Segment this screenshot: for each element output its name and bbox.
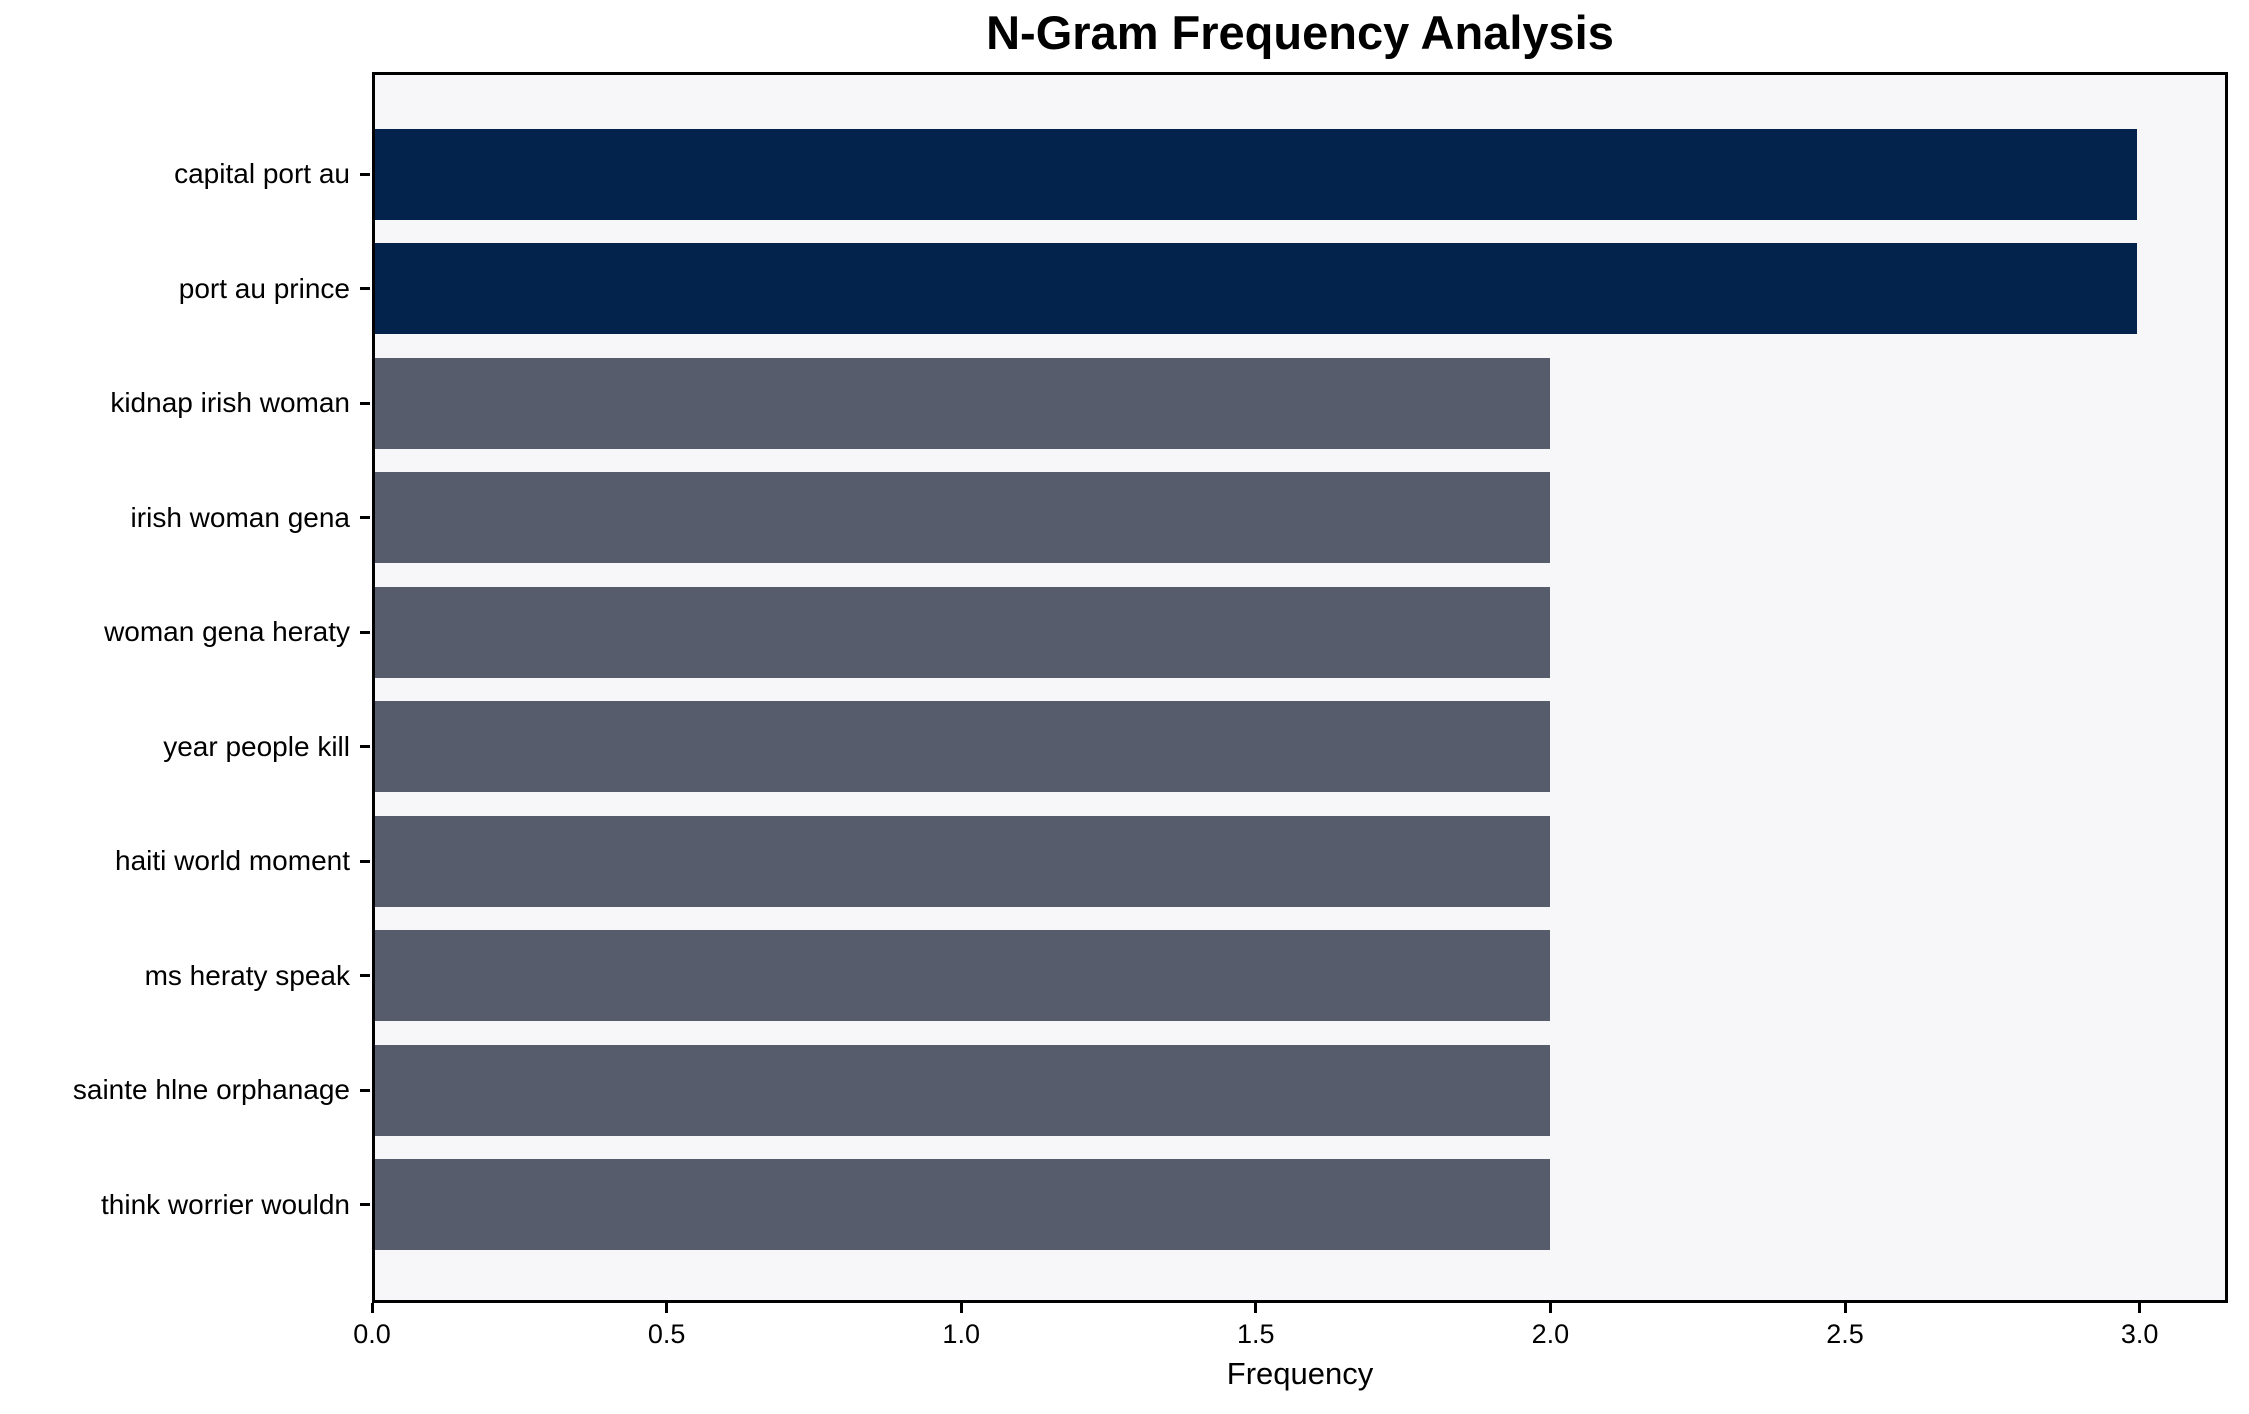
x-tick-label-1-0: 1.0 bbox=[942, 1319, 980, 1349]
bar-port-au-prince bbox=[375, 243, 2137, 335]
y-tick-label-think-worrier-wouldn: think worrier wouldn bbox=[101, 1188, 350, 1220]
y-tick-mark bbox=[360, 1203, 370, 1207]
plot-area bbox=[372, 72, 2228, 1303]
x-tick-mark bbox=[370, 1303, 374, 1313]
y-tick-mark bbox=[360, 859, 370, 863]
y-tick-label-port-au-prince: port au prince bbox=[178, 272, 350, 304]
x-tick-label-0-0: 0.0 bbox=[353, 1319, 391, 1349]
y-tick-label-kidnap-irish-woman: kidnap irish woman bbox=[110, 387, 350, 419]
x-tick-mark bbox=[1254, 1303, 1258, 1313]
bar-ms-heraty-speak bbox=[375, 930, 1550, 1022]
y-tick-mark bbox=[360, 1088, 370, 1092]
x-tick-mark bbox=[1548, 1303, 1552, 1313]
x-tick-label-0-5: 0.5 bbox=[647, 1319, 686, 1349]
y-tick-label-haiti-world-moment: haiti world moment bbox=[115, 845, 350, 877]
y-tick-mark bbox=[360, 974, 370, 978]
y-tick-mark bbox=[360, 630, 370, 634]
y-tick-label-capital-port-au: capital port au bbox=[174, 158, 350, 189]
y-tick-label-sainte-hlne-orphanage: sainte hlne orphanage bbox=[72, 1074, 350, 1106]
y-tick-mark bbox=[360, 287, 370, 291]
x-tick-label-1-5: 1.5 bbox=[1237, 1319, 1275, 1349]
bar-kidnap-irish-woman bbox=[375, 357, 1550, 449]
x-axis-label: Frequency bbox=[1226, 1356, 1374, 1391]
bar-capital-port-au bbox=[375, 128, 2137, 220]
x-tick-label-2-0: 2.0 bbox=[1531, 1319, 1570, 1349]
y-tick-mark bbox=[360, 745, 370, 749]
x-tick-mark bbox=[1843, 1303, 1847, 1313]
y-tick-label-year-people-kill: year people kill bbox=[163, 730, 350, 762]
y-tick-label-woman-gena-heraty: woman gena heraty bbox=[104, 616, 350, 648]
y-tick-mark bbox=[360, 401, 370, 405]
bar-think-worrier-wouldn bbox=[375, 1159, 1550, 1251]
bar-sainte-hlne-orphanage bbox=[375, 1044, 1550, 1136]
y-tick-mark bbox=[360, 516, 370, 520]
bar-woman-gena-heraty bbox=[375, 586, 1550, 678]
y-tick-label-ms-heraty-speak: ms heraty speak bbox=[144, 959, 350, 991]
bar-irish-woman-gena bbox=[375, 472, 1550, 564]
y-tick-mark bbox=[360, 172, 370, 176]
x-tick-mark bbox=[665, 1303, 669, 1313]
bar-year-people-kill bbox=[375, 701, 1550, 793]
bar-haiti-world-moment bbox=[375, 815, 1550, 907]
x-tick-label-2-5: 2.5 bbox=[1826, 1319, 1864, 1349]
x-tick-mark bbox=[2138, 1303, 2142, 1313]
x-tick-mark bbox=[959, 1303, 963, 1313]
chart-title: N-Gram Frequency Analysis bbox=[986, 6, 1614, 59]
y-tick-label-irish-woman-gena: irish woman gena bbox=[130, 501, 350, 533]
x-tick-label-3-0: 3.0 bbox=[2120, 1319, 2159, 1349]
